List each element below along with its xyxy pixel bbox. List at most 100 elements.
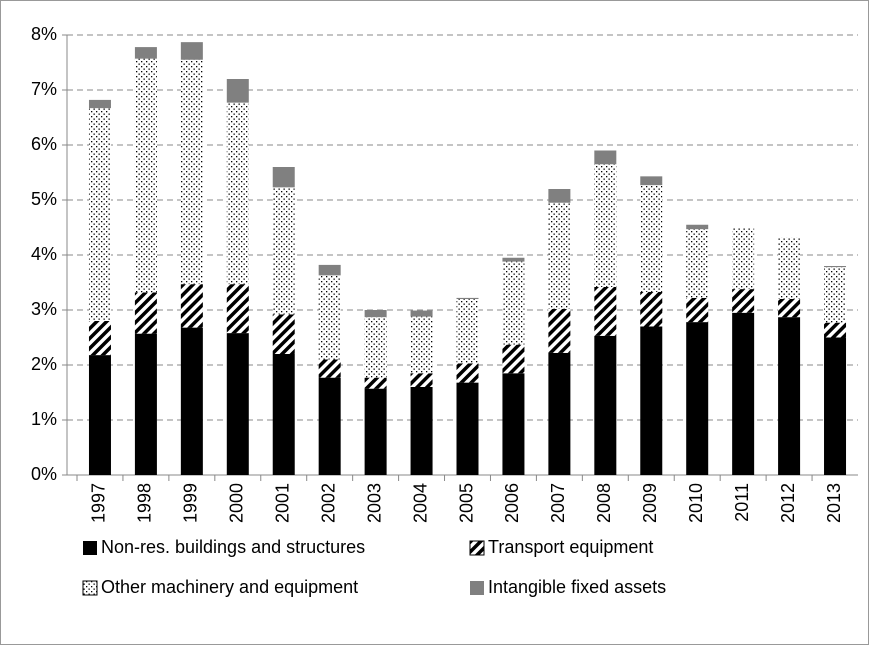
legend-label: Intangible fixed assets	[488, 577, 666, 597]
bar-segment	[640, 291, 663, 327]
bar-segment	[134, 333, 157, 475]
legend-label: Non-res. buildings and structures	[101, 537, 365, 557]
x-tick-label: 2007	[548, 483, 568, 523]
y-tick-label: 6%	[31, 134, 57, 154]
bar-segment	[88, 99, 111, 109]
bar-segment	[134, 47, 157, 59]
bar-segment	[778, 299, 801, 318]
bar-segment	[640, 185, 663, 292]
x-tick-label: 2000	[227, 483, 247, 523]
bar-segment	[456, 363, 479, 383]
bar-segment	[180, 327, 203, 475]
bar-segment	[318, 359, 341, 378]
x-tick-label: 2008	[594, 483, 614, 523]
bar-segment	[134, 58, 157, 293]
bar-segment	[548, 352, 571, 475]
x-tick-label: 2011	[732, 483, 752, 522]
y-tick-label: 0%	[31, 464, 57, 484]
bar-segment	[226, 333, 249, 475]
y-tick-label: 8%	[31, 24, 57, 44]
bar-segment	[410, 310, 433, 317]
legend-label: Transport equipment	[488, 537, 653, 557]
bar-segment	[732, 312, 755, 475]
bar-segment	[410, 373, 433, 387]
bar-segment	[502, 344, 525, 374]
bar-segment	[272, 187, 295, 315]
bar-segment	[364, 388, 387, 475]
bar-segment	[732, 227, 755, 290]
x-tick-label: 2010	[686, 483, 706, 523]
bar-segment	[594, 164, 617, 287]
x-tick-label: 1999	[181, 483, 201, 523]
bar-segment	[548, 189, 571, 203]
bar-segment	[824, 267, 847, 323]
y-tick-label: 1%	[31, 409, 57, 429]
bar-segment	[226, 284, 249, 334]
y-tick-label: 5%	[31, 189, 57, 209]
bar-segment	[272, 314, 295, 354]
x-tick-label: 2003	[364, 483, 384, 523]
x-tick-label: 2009	[640, 483, 660, 523]
bar-segment	[824, 266, 847, 268]
bar-segment	[686, 224, 709, 230]
bar-segment	[88, 108, 111, 322]
bar-segment	[594, 286, 617, 336]
bar-segment	[686, 229, 709, 298]
bar-segment	[456, 297, 479, 299]
bar-segment	[824, 322, 847, 338]
x-tick-label: 2004	[410, 483, 430, 523]
bar-segment	[410, 387, 433, 475]
bar-segment	[548, 308, 571, 353]
bar-segment	[732, 289, 755, 313]
bar-segment	[502, 257, 525, 262]
y-tick-label: 7%	[31, 79, 57, 99]
x-tick-label: 2012	[778, 483, 798, 523]
bar-segment	[318, 264, 341, 276]
bar-segment	[180, 59, 203, 285]
legend-swatch	[469, 540, 485, 556]
bar-segment	[640, 326, 663, 475]
bar-segment	[180, 42, 203, 60]
bar-segment	[364, 317, 387, 378]
bar-segment	[272, 167, 295, 188]
bar-segment	[456, 382, 479, 475]
x-tick-label: 1998	[135, 483, 155, 523]
bar-segment	[640, 176, 663, 186]
bar-segment	[318, 275, 341, 360]
x-tick-label: 2002	[318, 483, 338, 523]
legend-swatch	[82, 580, 98, 596]
bar-segment	[502, 261, 525, 345]
bar-segment	[778, 317, 801, 475]
bar-segment	[456, 299, 479, 364]
x-tick-label: 2006	[502, 483, 522, 523]
bar-segment	[226, 79, 249, 103]
x-tick-label: 2001	[272, 483, 292, 523]
x-tick-label: 2013	[824, 483, 844, 523]
bar-segment	[594, 335, 617, 475]
bar-segment	[502, 373, 525, 475]
bar-segment	[364, 310, 387, 318]
bar-segment	[134, 292, 157, 334]
x-tick-label: 2005	[456, 483, 476, 523]
legend-label: Other machinery and equipment	[101, 577, 358, 597]
bar-segment	[824, 337, 847, 475]
bar-segment	[226, 102, 249, 285]
bar-segment	[686, 297, 709, 323]
y-tick-label: 3%	[31, 299, 57, 319]
legend-swatch	[470, 581, 484, 595]
bar-segment	[410, 316, 433, 374]
bar-segment	[88, 355, 111, 475]
bar-segment	[88, 321, 111, 356]
bar-segment	[318, 377, 341, 475]
y-tick-label: 4%	[31, 244, 57, 264]
bar-segment	[364, 377, 387, 389]
bar-segment	[180, 284, 203, 328]
legend-swatch	[83, 541, 97, 555]
y-tick-label: 2%	[31, 354, 57, 374]
x-tick-label: 1997	[89, 483, 109, 523]
bar-segment	[686, 322, 709, 475]
bar-segment	[272, 354, 295, 475]
bar-segment	[548, 202, 571, 309]
bar-segment	[594, 150, 617, 165]
